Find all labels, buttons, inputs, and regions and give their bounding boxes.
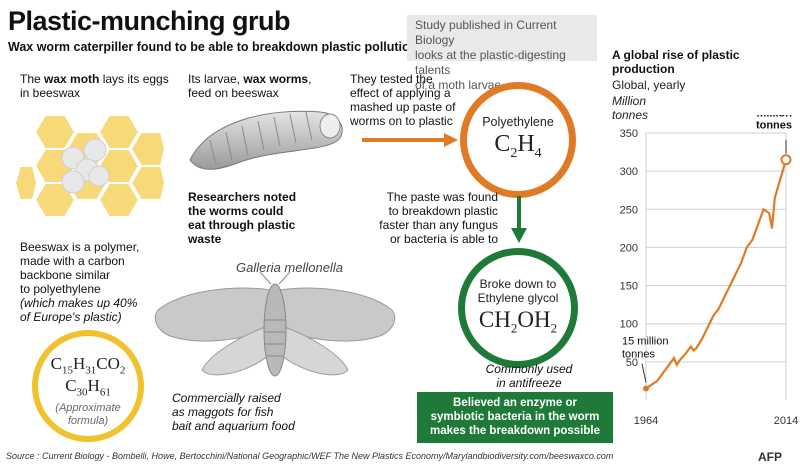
x-tick-label: 2014 xyxy=(774,415,798,427)
y-tick-label: 200 xyxy=(620,242,638,254)
wax-moth-illustration xyxy=(154,271,396,377)
chart-subtitle: Global, yearly xyxy=(612,78,686,92)
start-annotation-line2: tonnes xyxy=(622,349,656,361)
study-line: of a moth larvae xyxy=(415,78,502,92)
chart-ylabel: Million tonnes xyxy=(612,94,649,122)
approx-formula-label: (Approximate formula) xyxy=(55,401,121,427)
ethylene-formula: CH2OH2 xyxy=(478,307,558,336)
x-tick-label: 1964 xyxy=(634,415,658,427)
wax-formula-line1: C15H31CO2 xyxy=(50,354,126,377)
y-tick-label: 50 xyxy=(626,357,638,369)
y-tick-label: 150 xyxy=(620,281,638,293)
larvae-text: Its larvae, wax worms, feed on beeswax xyxy=(188,72,312,100)
study-line: looks at the plastic-digesting talents xyxy=(415,48,566,77)
honeycomb-illustration xyxy=(15,114,165,218)
end-point xyxy=(780,154,792,166)
polyethylene-formula: C2H4 xyxy=(494,131,542,161)
commercially-raised-text: Commercially raised as maggots for fish ba… xyxy=(172,391,295,433)
believed-enzyme-box: Believed an enzyme or symbiotic bacteria … xyxy=(417,392,613,443)
polyethylene-label: Polyethylene xyxy=(482,115,554,129)
paste-text: The paste was found to breakdown plastic … xyxy=(379,190,498,246)
afp-logo: AFP xyxy=(758,450,782,464)
source-credit: Source : Current Biology - Bombelli, How… xyxy=(6,451,614,461)
researchers-noted-text: Researchers noted the worms could eat thr… xyxy=(188,190,297,246)
y-tick-label: 250 xyxy=(620,204,638,216)
y-tick-label: 300 xyxy=(620,166,638,178)
tested-text: They tested the effect of applying a mash… xyxy=(350,72,456,128)
start-annotation-line1: 15 million xyxy=(622,336,668,348)
start-point xyxy=(643,385,649,392)
page-title: Plastic-munching grub xyxy=(8,6,291,36)
ethylene-glycol-circle: Broke down to Ethylene glycol CH2OH2 xyxy=(458,248,578,368)
antifreeze-text: Commonly used in antifreeze xyxy=(485,362,573,390)
study-line: Study published in Current Biology xyxy=(415,18,557,47)
study-info-box: Study published in Current Biology looks… xyxy=(407,15,597,92)
arrow-down-icon xyxy=(511,196,527,243)
polyethylene-circle: Polyethylene C2H4 xyxy=(460,82,576,198)
beeswax-polymer-text: Beeswax is a polymer, made with a carbon … xyxy=(20,240,140,324)
beeswax-formula-circle: C15H31CO2 C30H61 (Approximate formula) xyxy=(32,330,144,442)
start-annotation-arrow xyxy=(641,363,647,383)
y-tick-label: 100 xyxy=(620,319,638,331)
y-tick-label: 350 xyxy=(620,128,638,140)
series-line xyxy=(645,159,788,390)
moth-eggs-text: The wax moth lays its eggs in beeswax xyxy=(20,72,169,100)
chart-title: A global rise of plastic production xyxy=(612,48,740,76)
wax-worm-illustration xyxy=(189,110,343,170)
arrow-right-icon xyxy=(362,133,458,147)
species-name: Galleria mellonella xyxy=(236,260,343,275)
page-subtitle: Wax worm caterpiller found to be able to… xyxy=(8,40,418,54)
end-annotation-line3: tonnes xyxy=(756,120,792,132)
wax-formula-line2: C30H61 xyxy=(65,376,111,399)
end-annotation-line2: million xyxy=(757,115,793,120)
ethylene-label: Broke down to Ethylene glycol xyxy=(477,277,559,305)
